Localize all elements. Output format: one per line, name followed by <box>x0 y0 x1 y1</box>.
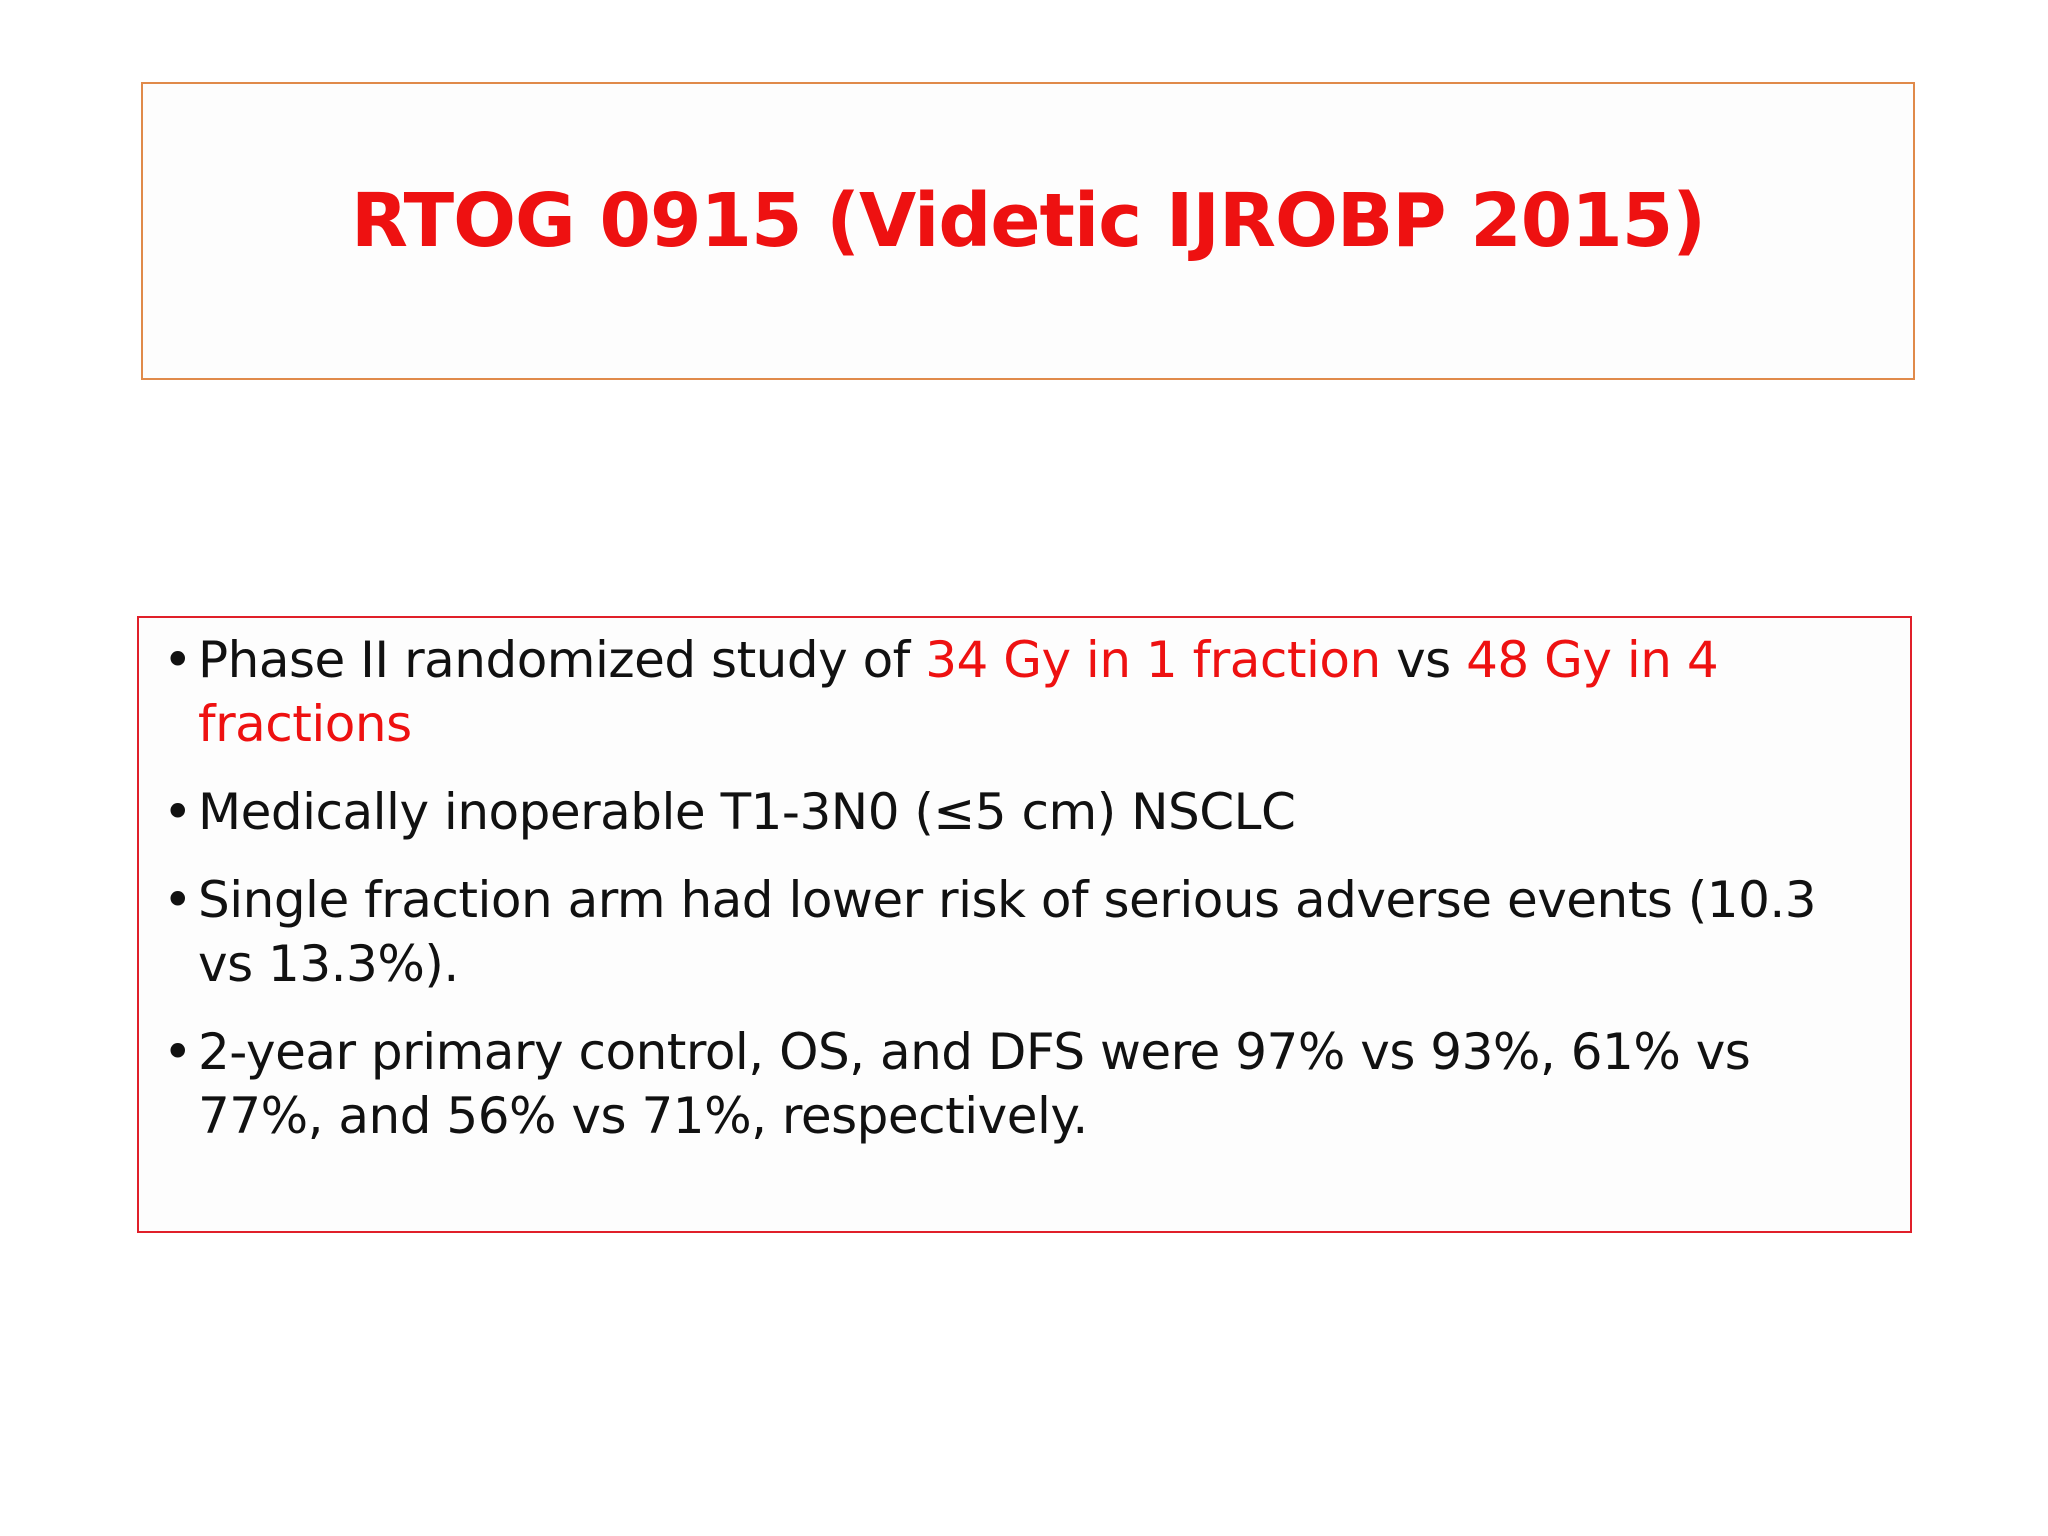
bullet-text: Single fraction arm had lower risk of se… <box>198 871 1817 993</box>
bullet-list: • Phase II randomized study of 34 Gy in … <box>163 628 1883 1172</box>
bullet-icon: • <box>163 871 193 929</box>
bullet-text: Phase II randomized study of <box>198 631 926 689</box>
bullet-icon: • <box>163 783 193 841</box>
dose-four-fractions: 48 Gy in 4 fractions <box>198 631 1719 753</box>
content-box: • Phase II randomized study of 34 Gy in … <box>137 616 1912 1233</box>
bullet-item: • Medically inoperable T1-3N0 (≤5 cm) NS… <box>163 780 1883 844</box>
bullet-item: • Single fraction arm had lower risk of … <box>163 868 1883 996</box>
bullet-icon: • <box>163 631 193 689</box>
dose-single-fraction: 34 Gy in 1 fraction <box>925 631 1381 689</box>
slide-title: RTOG 0915 (Videtic IJROBP 2015) <box>350 178 1706 264</box>
bullet-item: • Phase II randomized study of 34 Gy in … <box>163 628 1883 756</box>
bullet-text: Medically inoperable T1-3N0 (≤5 cm) NSCL… <box>198 783 1296 841</box>
bullet-text: vs <box>1380 631 1467 689</box>
title-box: RTOG 0915 (Videtic IJROBP 2015) <box>141 82 1915 380</box>
bullet-item: • 2-year primary control, OS, and DFS we… <box>163 1020 1883 1148</box>
bullet-text: 2-year primary control, OS, and DFS were… <box>198 1023 1751 1145</box>
bullet-icon: • <box>163 1023 193 1081</box>
